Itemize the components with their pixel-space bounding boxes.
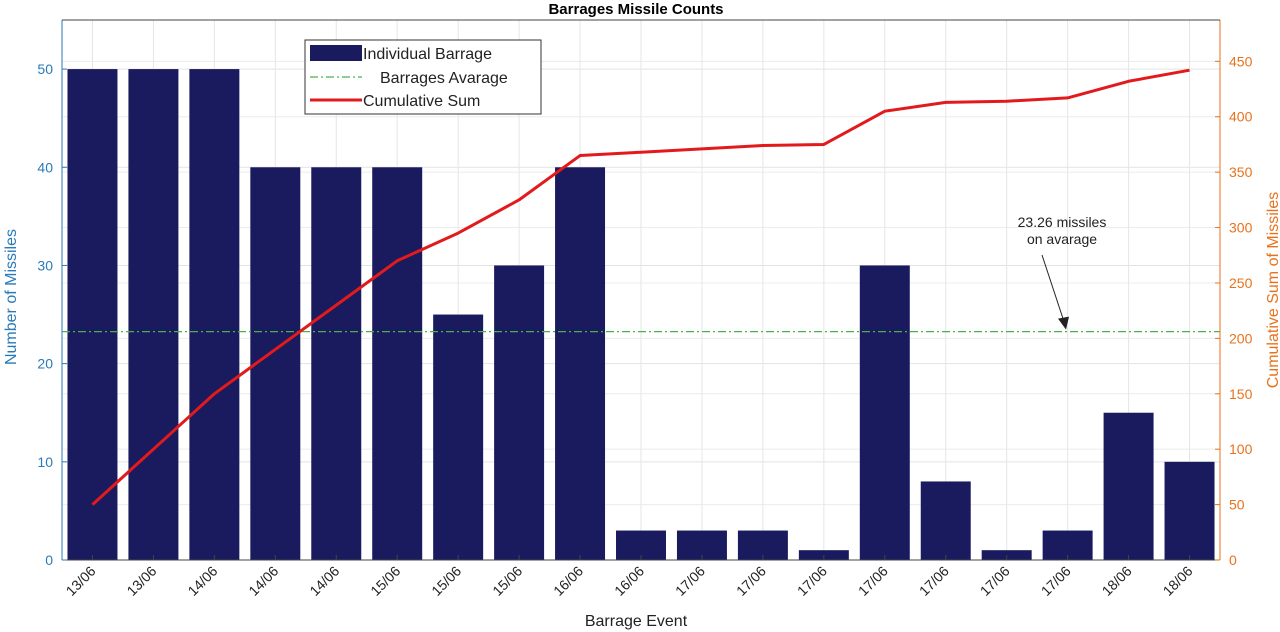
y2-tick-label: 350 — [1229, 164, 1253, 180]
y-tick-label: 10 — [37, 454, 53, 470]
y2-tick-label: 150 — [1229, 386, 1253, 402]
y2-tick-label: 250 — [1229, 275, 1253, 291]
bar — [494, 265, 545, 560]
legend-swatch-bar — [310, 45, 362, 61]
x-tick-label: 15/06 — [428, 563, 464, 599]
legend: Individual Barrage Barrages Avarage Cumula… — [304, 39, 542, 115]
y2-tick-label: 300 — [1229, 220, 1253, 236]
x-tick-label: 13/06 — [123, 563, 159, 599]
x-tick-label: 17/06 — [855, 563, 891, 599]
bars — [67, 69, 1215, 561]
cumulative-sum-line — [91, 68, 1190, 506]
bar — [128, 69, 179, 560]
y2-tick-label: 50 — [1229, 497, 1245, 513]
y-tick-label: 0 — [45, 552, 53, 568]
y2-tick-label: 400 — [1229, 109, 1253, 125]
x-tick-label: 17/06 — [916, 563, 952, 599]
y-tick-label: 50 — [37, 61, 53, 77]
x-tick-label: 17/06 — [794, 563, 830, 599]
annotation-text: 23.26 missiles — [1018, 214, 1107, 230]
y2-tick-label: 200 — [1229, 330, 1253, 346]
x-tick-label: 16/06 — [550, 563, 586, 599]
y-tick-label: 30 — [37, 257, 53, 273]
bar — [920, 481, 971, 560]
x-tick-label: 17/06 — [733, 563, 769, 599]
x-tick-label: 14/06 — [245, 563, 281, 599]
x-tick-label: 18/06 — [1099, 563, 1135, 599]
legend-label-bar: Individual Barrage — [363, 46, 492, 63]
bar — [1164, 461, 1215, 560]
legend-label-average: Barrages Avarage — [380, 70, 508, 87]
x-tick-label: 15/06 — [489, 563, 525, 599]
x-tick-label: 17/06 — [1038, 563, 1074, 599]
y2-axis-title: Cumulative Sum of Missiles — [1265, 192, 1280, 389]
bar — [189, 69, 240, 560]
bar — [372, 167, 423, 561]
annotation-arrow — [1041, 254, 1065, 322]
x-tick-label: 16/06 — [611, 563, 647, 599]
y2-tick-label: 0 — [1229, 552, 1237, 568]
x-tick-label: 17/06 — [977, 563, 1013, 599]
bar — [311, 167, 362, 561]
y-axis-title: Number of Missiles — [3, 229, 20, 365]
x-tick-label: 17/06 — [672, 563, 708, 599]
bar — [555, 167, 606, 561]
annotation-arrowhead — [1058, 316, 1069, 330]
bar — [859, 265, 910, 560]
x-tick-label: 18/06 — [1160, 563, 1196, 599]
y2-tick-label: 100 — [1229, 441, 1253, 457]
x-tick-label: 14/06 — [184, 563, 220, 599]
y-tick-label: 20 — [37, 356, 53, 372]
bar — [67, 69, 118, 560]
x-tick-label: 13/06 — [62, 563, 98, 599]
bar — [433, 314, 484, 560]
y2-tick-label: 450 — [1229, 53, 1253, 69]
x-axis-title: Barrage Event — [585, 613, 688, 630]
y-tick-label: 40 — [37, 159, 53, 175]
bar — [1103, 412, 1154, 560]
bar — [250, 167, 301, 561]
x-tick-label: 15/06 — [367, 563, 403, 599]
x-tick-label: 14/06 — [306, 563, 342, 599]
legend-label-cumulative: Cumulative Sum — [363, 93, 480, 110]
chart-title: Barrages Missile Counts — [548, 1, 723, 18]
cumulative-line — [91, 68, 1190, 506]
annotation-text: on avarage — [1027, 231, 1097, 247]
